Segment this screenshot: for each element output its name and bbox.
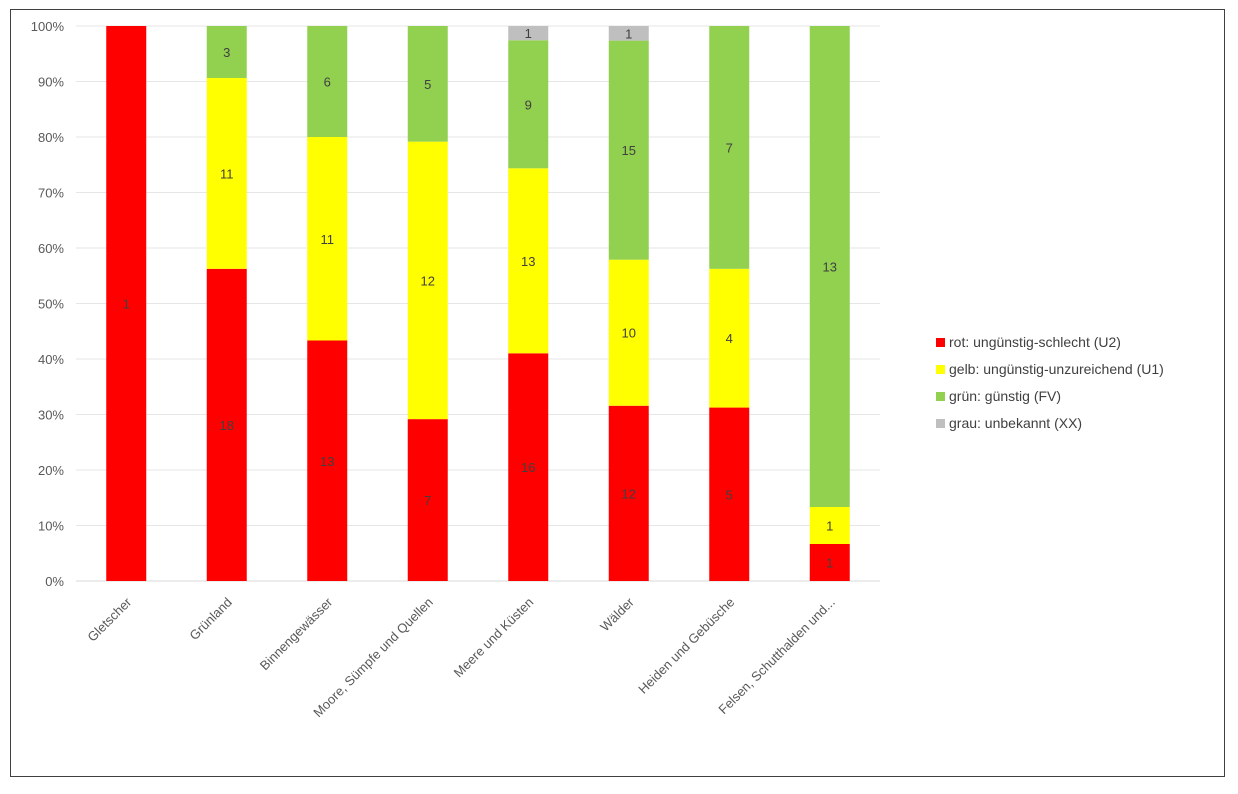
bar-segment [307,137,348,341]
y-tick-label: 50% [38,297,64,312]
bar-segment [508,26,549,41]
bar-segment [407,26,448,142]
data-label: 15 [622,143,636,158]
bar-segment [709,407,750,581]
data-label: 5 [726,487,733,502]
data-label: 4 [726,331,733,346]
x-category-label: Gletscher [84,594,134,644]
x-category-label: Moore, Sümpfe und Quellen [310,595,436,721]
data-label: 6 [324,75,331,90]
bar-segment [307,26,348,137]
bar-segment [307,340,348,581]
y-tick-label: 100% [31,19,65,34]
y-axis: 0% 10% 20% 30% 40% 50% 60% 70% 80% 90% 100% [31,19,65,589]
bar-segment [206,268,247,581]
data-label: 12 [421,273,435,288]
bar-segment [608,40,649,260]
data-label: 1 [525,26,532,41]
legend-swatch [936,392,945,401]
data-label: 11 [220,166,234,181]
bar-segment [508,353,549,581]
y-tick-label: 0% [45,574,64,589]
y-tick-label: 80% [38,130,64,145]
bar-segment [809,26,850,507]
bar-segment [608,26,649,41]
legend-label: rot: ungünstig-schlecht (U2) [949,334,1121,350]
data-label: 7 [726,140,733,155]
legend-label: grün: günstig (FV) [949,388,1061,404]
data-label: 18 [220,418,234,433]
bar-segment [809,544,850,581]
legend-swatch [936,365,945,374]
bar-segment [106,26,147,581]
legend: rot: ungünstig-schlecht (U2) gelb: ungüns… [936,334,1164,431]
legend-label: gelb: ungünstig-unzureichend (U1) [949,361,1164,377]
bar-segment [206,26,247,79]
bar-segment [407,419,448,581]
bar-segment [508,168,549,354]
data-label: 10 [622,326,636,341]
y-tick-label: 20% [38,463,64,478]
data-label: 5 [424,77,431,92]
data-label: 3 [223,45,230,60]
y-tick-label: 30% [38,408,64,423]
bar-segment [508,40,549,169]
bars [106,26,850,581]
bar-segment [809,507,850,544]
legend-label: grau: unbekannt (XX) [949,415,1082,431]
data-label: 11 [321,232,335,247]
x-category-label: Heiden und Gebüsche [635,595,737,697]
x-category-label: Wälder [597,594,637,634]
data-label: 1 [826,519,833,534]
bar-segment [206,78,247,269]
y-tick-label: 70% [38,186,64,201]
y-tick-label: 40% [38,352,64,367]
data-label: 7 [424,493,431,508]
y-tick-label: 90% [38,75,64,90]
x-category-label: Binnengewässer [257,594,336,673]
data-label: 13 [320,454,334,469]
data-label: 1 [826,556,833,571]
bar-segment [709,268,750,408]
legend-swatch [936,338,945,347]
bar-segment [608,259,649,406]
y-tick-label: 10% [38,519,64,534]
data-label: 16 [521,460,535,475]
bar-segment [407,141,448,420]
data-label: 1 [625,26,632,41]
x-category-label: Grünland [186,595,234,643]
data-label: 12 [622,486,636,501]
bar-segment [709,26,750,269]
y-tick-label: 60% [38,241,64,256]
data-label: 9 [525,97,532,112]
x-category-label: Meere und Küsten [451,595,537,681]
data-label: 1 [123,297,130,312]
data-label: 13 [823,260,837,275]
gridlines [76,25,880,582]
data-label: 13 [521,254,535,269]
legend-swatch [936,419,945,428]
x-category-label: Felsen, Schutthalden und... [715,595,838,718]
chart-frame: 1 18 11 3 13 11 6 7 12 5 16 13 9 1 12 10 15 1 5 4 7 1 1 13 0% 10… [10,9,1225,777]
bar-segment [608,405,649,581]
